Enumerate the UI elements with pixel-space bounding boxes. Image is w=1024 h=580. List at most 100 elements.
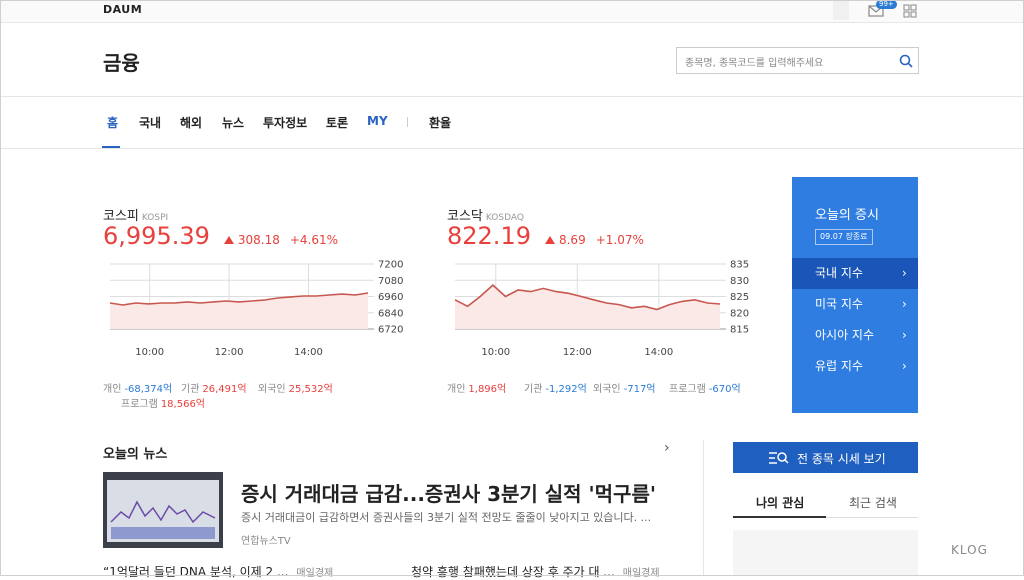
index-name: 코스닥 xyxy=(447,209,483,224)
index-code: KOSDAQ xyxy=(485,213,524,223)
investor-name: 프로그램 xyxy=(669,384,706,395)
index-chart: 835 830 825 820 815 10:00 12:00 14:00 xyxy=(454,260,749,358)
menu-label: 아시아 지수 xyxy=(815,328,875,342)
index-row: 6,995.39 308.18 +4.61% xyxy=(103,222,338,250)
index-header: 코스닥 KOSDAQ xyxy=(447,205,524,224)
area xyxy=(110,293,368,329)
search-placeholder: 종목명, 종목코드를 입력해주세요 xyxy=(685,58,824,69)
menu-chevron: › xyxy=(902,359,907,373)
index-value: 822.19 xyxy=(447,222,531,250)
investor-name: 외국인 xyxy=(258,384,286,395)
nav-item[interactable]: 투자정보 xyxy=(263,116,308,130)
market-status: 09.07 장종료 xyxy=(815,229,873,245)
investor-value: -670억 xyxy=(708,384,741,395)
price-line xyxy=(454,284,721,311)
divider xyxy=(0,96,1024,97)
market-menu-item[interactable]: 국내 지수 › xyxy=(792,258,918,289)
divider xyxy=(0,148,1024,149)
investor-value: -68,374억 xyxy=(124,384,173,395)
grid-icon xyxy=(910,4,917,11)
market-menu-item[interactable]: 아시아 지수 › xyxy=(792,320,918,351)
button-label: 전 종목 시세 보기 xyxy=(797,452,886,466)
x-tick-label: 12:00 xyxy=(563,347,592,358)
nav-item[interactable]: 환율 xyxy=(429,116,452,130)
price-line xyxy=(109,292,369,306)
nav-item[interactable]: 홈 xyxy=(107,116,119,130)
y-tick-label: 830 xyxy=(730,276,749,287)
menu-label: 국내 지수 xyxy=(815,266,863,280)
y-tick-label: 6720 xyxy=(378,325,403,336)
investor-value: -1,292억 xyxy=(545,384,587,395)
investor-name: 기관 xyxy=(524,384,543,395)
grid-icon[interactable] xyxy=(903,4,910,11)
y-tick-label: 820 xyxy=(730,308,749,319)
up-arrow xyxy=(544,236,555,244)
index-header: 코스피 KOSPI xyxy=(103,205,168,224)
index-change: 308.18 xyxy=(237,233,280,247)
index-chart: 7200 7080 6960 6840 6720 10:00 12:00 14:00 xyxy=(109,260,403,358)
news-source: 연합뉴스TV xyxy=(241,536,291,547)
investor: 프로그램 -670억 xyxy=(669,380,741,395)
news-item-source: 매일경제 xyxy=(296,568,334,579)
y-tick-label: 7080 xyxy=(378,276,403,287)
x-tick-label: 14:00 xyxy=(294,347,323,358)
area xyxy=(455,285,720,329)
news-image[interactable] xyxy=(103,472,223,548)
index-name: 코스피 xyxy=(103,209,139,224)
nav-item[interactable]: MY xyxy=(367,114,388,128)
tab-underline xyxy=(733,516,826,518)
market-menu-item[interactable]: 유럽 지수 › xyxy=(792,351,918,382)
icon-bg xyxy=(833,0,849,20)
grid-icon xyxy=(903,11,910,18)
investor: 프로그램 18,566억 xyxy=(121,395,205,410)
market-box xyxy=(792,177,918,413)
up-arrow xyxy=(223,236,234,244)
index-value: 6,995.39 xyxy=(103,222,210,250)
investor-name: 개인 xyxy=(447,384,466,395)
logo[interactable]: DAUM xyxy=(103,3,143,16)
nav-sep xyxy=(407,117,408,127)
x-tick-label: 10:00 xyxy=(481,347,510,358)
investor-value: -717억 xyxy=(623,384,656,395)
all-stocks-button[interactable]: 전 종목 시세 보기 xyxy=(733,442,918,473)
news-item[interactable]: “1억달러 들던 DNA 분석, 이제 2 ... 매일경제 xyxy=(103,563,333,580)
index-change: 8.69 xyxy=(558,233,586,247)
investor: 개인 1,896억 xyxy=(447,380,506,395)
search-box[interactable]: 종목명, 종목코드를 입력해주세요 xyxy=(676,47,919,74)
top-bar xyxy=(0,0,1024,23)
divider xyxy=(703,440,704,576)
investor-name: 외국인 xyxy=(593,384,621,395)
page-title: 금융 xyxy=(103,51,140,75)
investor: 외국인 25,532억 xyxy=(258,380,333,395)
news-headline[interactable]: 증시 거래대금 급감...증권사 3분기 실적 '먹구름' xyxy=(241,482,656,506)
x-tick-label: 14:00 xyxy=(644,347,673,358)
menu-chevron: › xyxy=(902,328,907,342)
news-more[interactable]: › xyxy=(664,440,670,456)
nav-item[interactable]: 토론 xyxy=(326,116,349,130)
market-menu-item[interactable]: 미국 지수 › xyxy=(792,289,918,320)
investor-value: 26,491억 xyxy=(202,384,247,395)
investor-value: 25,532억 xyxy=(288,384,333,395)
index-code: KOSPI xyxy=(141,213,169,223)
news-title[interactable]: 오늘의 뉴스 xyxy=(103,447,168,462)
nav-item[interactable]: 국내 xyxy=(139,116,162,130)
nav-item[interactable]: 뉴스 xyxy=(222,116,245,130)
tab[interactable]: 최근 검색 xyxy=(849,496,897,510)
nav-item[interactable]: 해외 xyxy=(180,116,203,130)
mail-badge: 99+ xyxy=(876,0,897,9)
market-title: 오늘의 증시 xyxy=(815,208,879,223)
menu-label: 미국 지수 xyxy=(815,297,863,311)
y-tick-label: 7200 xyxy=(378,260,403,271)
search-icon[interactable] xyxy=(899,54,913,68)
x-tick-label: 10:00 xyxy=(135,347,164,358)
investor: 개인 -68,374억 xyxy=(103,380,172,395)
news-item[interactable]: 청약 흥행 참패했는데 상장 후 주가 대 ... 매일경제 xyxy=(411,563,660,580)
index-percent: +4.61% xyxy=(289,233,339,247)
y-tick-label: 6960 xyxy=(378,292,403,303)
tab-active[interactable]: 나의 관심 xyxy=(756,496,805,510)
up-arrow-shape xyxy=(223,236,234,244)
news-item-title: “1억달러 들던 DNA 분석, 이제 2 ... xyxy=(103,565,289,579)
y-tick-label: 835 xyxy=(730,260,749,271)
menu-chevron: › xyxy=(902,266,907,280)
